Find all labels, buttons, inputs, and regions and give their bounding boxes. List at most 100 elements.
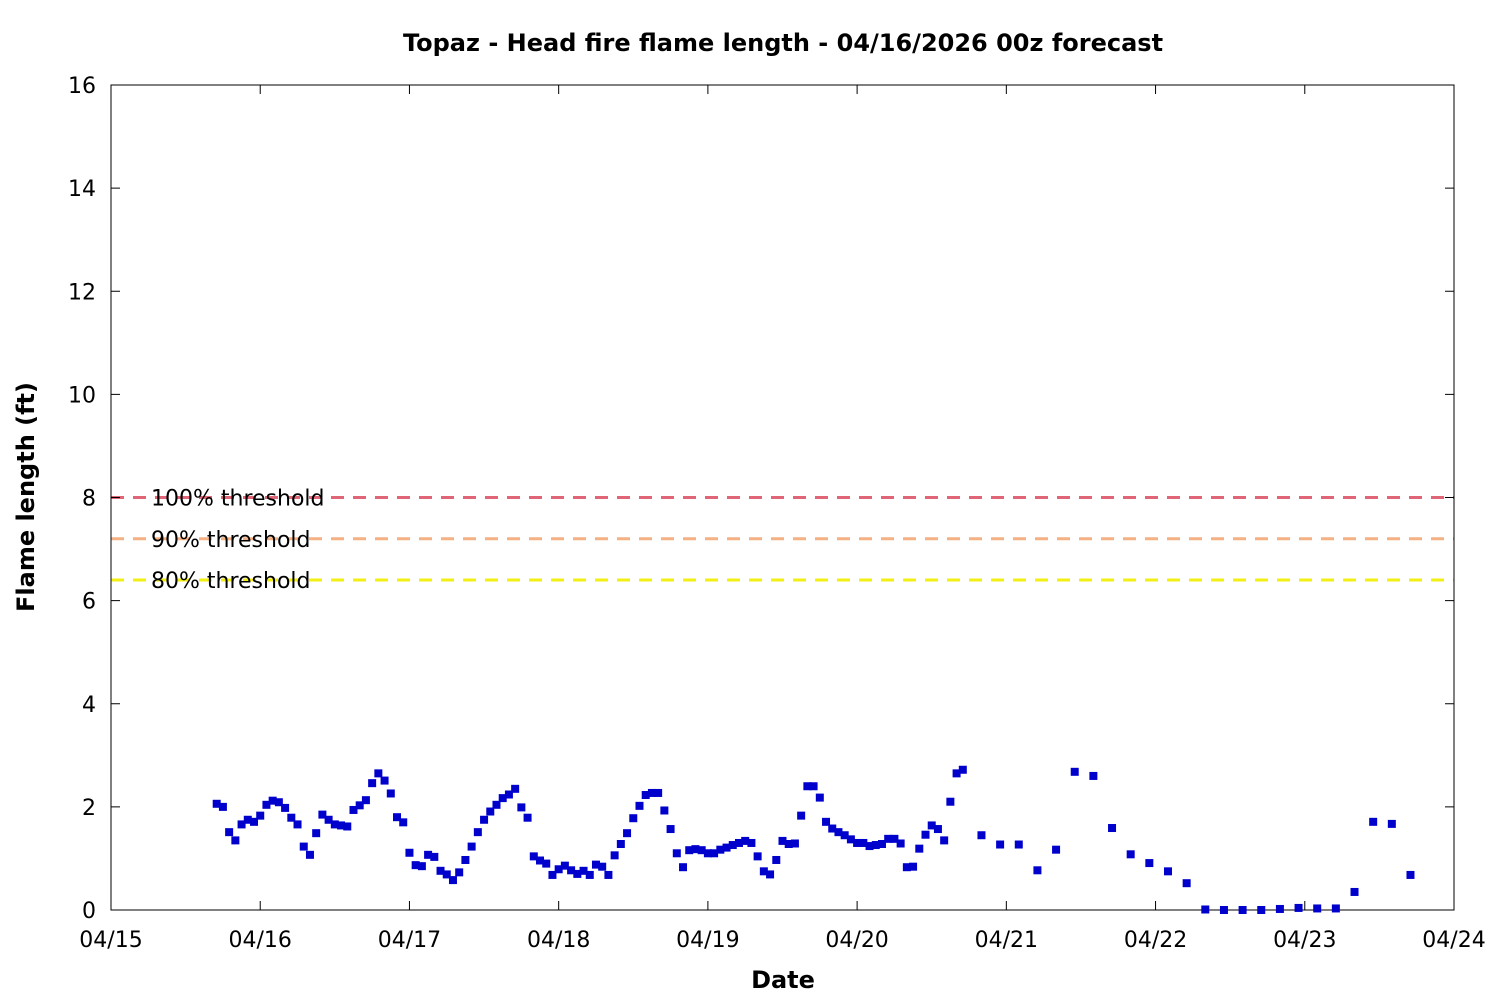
data-point: [442, 870, 451, 879]
data-point: [1052, 845, 1061, 854]
data-point: [890, 834, 899, 843]
data-point: [728, 841, 737, 850]
data-point: [1108, 824, 1117, 833]
data-point: [368, 779, 377, 788]
data-point: [536, 856, 545, 865]
data-point: [716, 845, 725, 854]
data-point: [741, 836, 750, 845]
data-point: [287, 813, 296, 822]
data-point: [778, 836, 787, 845]
data-point: [641, 791, 650, 800]
data-point: [1331, 904, 1340, 913]
data-point: [952, 769, 961, 778]
data-point: [399, 818, 408, 827]
data-point: [1275, 904, 1284, 913]
data-point: [573, 869, 582, 878]
data-point: [809, 782, 818, 791]
y-tick-label: 14: [68, 177, 96, 202]
data-point: [523, 813, 532, 822]
data-point: [766, 870, 775, 879]
data-point: [585, 870, 594, 879]
data-point: [834, 828, 843, 837]
data-point: [405, 848, 414, 857]
data-point: [337, 821, 346, 830]
data-point: [685, 846, 694, 855]
data-point: [877, 840, 886, 848]
data-point: [330, 820, 339, 829]
data-point: [896, 839, 905, 848]
data-point: [480, 815, 489, 824]
data-points: [212, 765, 1415, 914]
data-point: [828, 824, 837, 833]
data-point: [591, 860, 600, 869]
data-point: [927, 821, 936, 830]
data-point: [747, 838, 756, 847]
data-point: [579, 866, 588, 875]
data-point: [498, 794, 507, 803]
data-point: [542, 859, 551, 868]
data-point: [946, 797, 955, 806]
data-point: [629, 814, 638, 823]
data-point: [343, 822, 352, 831]
x-tick-label: 04/17: [378, 928, 441, 953]
data-point: [355, 801, 364, 810]
data-point: [921, 830, 930, 839]
axes: 04/15 04/16 04/17 04/18 04/19 04/20 04/21 04/22…: [68, 74, 1486, 953]
data-point: [492, 800, 501, 809]
data-point: [1070, 767, 1079, 776]
x-tick-label: 04/22: [1124, 928, 1187, 953]
data-point: [734, 838, 743, 847]
data-point: [424, 850, 433, 859]
data-point: [679, 863, 688, 872]
data-point: [909, 862, 918, 871]
data-point: [822, 817, 831, 826]
data-point: [486, 807, 495, 816]
data-point: [212, 799, 221, 808]
data-point: [1294, 903, 1303, 912]
data-point: [865, 842, 874, 851]
data-point: [598, 862, 607, 871]
data-point: [455, 868, 464, 877]
data-point: [380, 776, 389, 785]
data-point: [554, 865, 563, 874]
data-point: [697, 846, 706, 855]
data-point: [1350, 887, 1359, 896]
data-point: [672, 849, 681, 858]
data-point: [623, 829, 632, 838]
data-point: [361, 796, 370, 805]
data-point: [430, 852, 439, 861]
data-point: [660, 806, 669, 815]
data-point: [884, 834, 893, 843]
data-point: [567, 866, 576, 875]
x-tick-label: 04/24: [1422, 928, 1485, 953]
data-point: [1257, 906, 1266, 914]
data-point: [759, 867, 768, 876]
data-point: [268, 796, 277, 805]
data-point: [393, 813, 402, 822]
data-point: [237, 820, 246, 829]
data-point: [846, 835, 855, 844]
y-tick-label: 2: [82, 796, 96, 821]
data-point: [772, 855, 781, 864]
data-point: [790, 839, 799, 848]
y-tick-label: 16: [68, 74, 96, 99]
threshold-label: 100% threshold: [151, 487, 325, 512]
data-point: [722, 843, 731, 852]
y-tick-label: 0: [82, 899, 96, 924]
data-point: [349, 805, 358, 814]
data-point: [902, 863, 911, 872]
x-tick-label: 04/15: [79, 928, 142, 953]
data-point: [1126, 850, 1135, 859]
data-point: [1163, 867, 1172, 876]
data-point: [610, 851, 619, 860]
data-point: [797, 811, 806, 820]
data-point: [448, 876, 457, 885]
data-point: [560, 861, 569, 870]
data-point: [654, 788, 663, 797]
data-point: [1201, 905, 1210, 914]
data-point: [293, 820, 302, 829]
data-point: [1387, 819, 1396, 828]
data-point: [1145, 859, 1154, 868]
